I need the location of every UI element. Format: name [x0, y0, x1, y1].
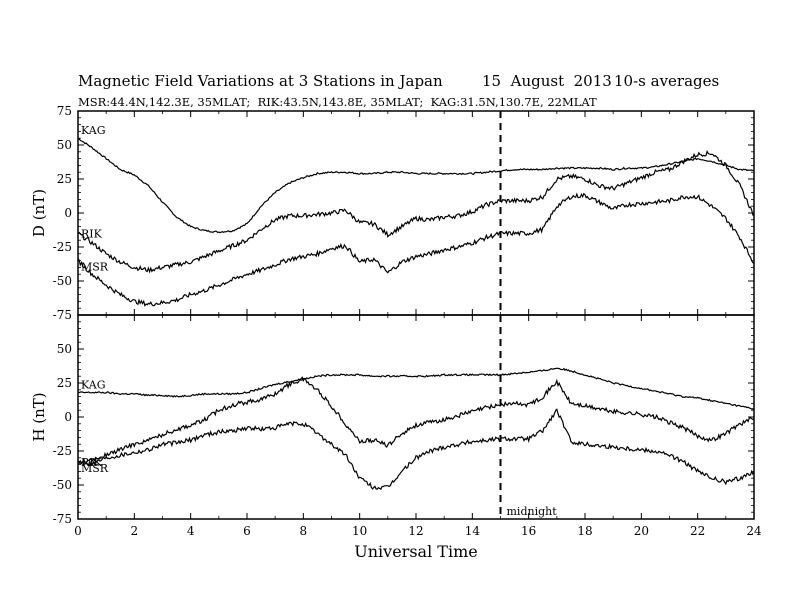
panel-frame-bottom: [77, 314, 755, 520]
station-info: MSR:44.4N,142.3E, 35MLAT; RIK:43.5N,143.…: [78, 95, 597, 109]
y-tick-label: 25: [57, 172, 72, 186]
y-tick-label: -25: [53, 240, 72, 254]
y-tick-label: 25: [57, 376, 72, 390]
series-line-rik-top: [77, 149, 755, 274]
y-tick-label: 0: [64, 206, 72, 220]
series-label-msr: MSR: [81, 261, 109, 274]
x-axis-label: Universal Time: [354, 542, 477, 561]
x-tick-label: 20: [634, 524, 649, 538]
x-tick-label: 2: [131, 524, 139, 538]
y-tick-label: 75: [57, 104, 72, 118]
midnight-annotation: midnight: [507, 505, 558, 518]
y-tick-label: -50: [53, 478, 72, 492]
y-tick-label: -25: [53, 444, 72, 458]
series-label-rik: RIK: [81, 456, 103, 469]
series-line-msr-bottom: [78, 408, 755, 491]
x-tick-label: 8: [300, 524, 308, 538]
x-tick-label: 6: [243, 524, 251, 538]
x-tick-label: 18: [577, 524, 592, 538]
x-tick-label: 14: [465, 524, 481, 538]
x-tick-label: 4: [187, 524, 195, 538]
x-tick-label: 22: [690, 524, 705, 538]
x-tick-label: 0: [74, 524, 82, 538]
y-axis-label: D (nT): [30, 189, 48, 237]
y-axis-label: H (nT): [30, 392, 48, 441]
chart-averaging: 10-s averages: [614, 72, 720, 90]
x-tick-label: 16: [521, 524, 536, 538]
series-label-kag: KAG: [81, 379, 106, 392]
series-line-kag-top: [77, 137, 755, 234]
series-label-rik: RIK: [81, 227, 103, 240]
x-tick-label: 24: [746, 524, 762, 538]
x-tick-label: 12: [408, 524, 423, 538]
y-tick-label: -50: [53, 274, 72, 288]
series-line-kag-bottom: [77, 367, 755, 410]
series-line-rik-bottom: [77, 376, 755, 465]
chart-title: Magnetic Field Variations at 3 Stations …: [78, 72, 443, 90]
series-label-msr: MSR: [81, 462, 109, 475]
series-line-msr-top: [77, 192, 755, 307]
y-tick-label: 50: [57, 138, 72, 152]
x-tick-label: 10: [352, 524, 367, 538]
series-label-kag: KAG: [81, 124, 106, 137]
y-tick-label: -75: [53, 512, 72, 526]
panel-frame-top: [77, 110, 755, 316]
y-tick-label: -75: [53, 308, 72, 322]
chart-date: 15 August 2013: [482, 72, 612, 90]
y-tick-label: 0: [64, 410, 72, 424]
y-tick-label: 50: [57, 342, 72, 356]
